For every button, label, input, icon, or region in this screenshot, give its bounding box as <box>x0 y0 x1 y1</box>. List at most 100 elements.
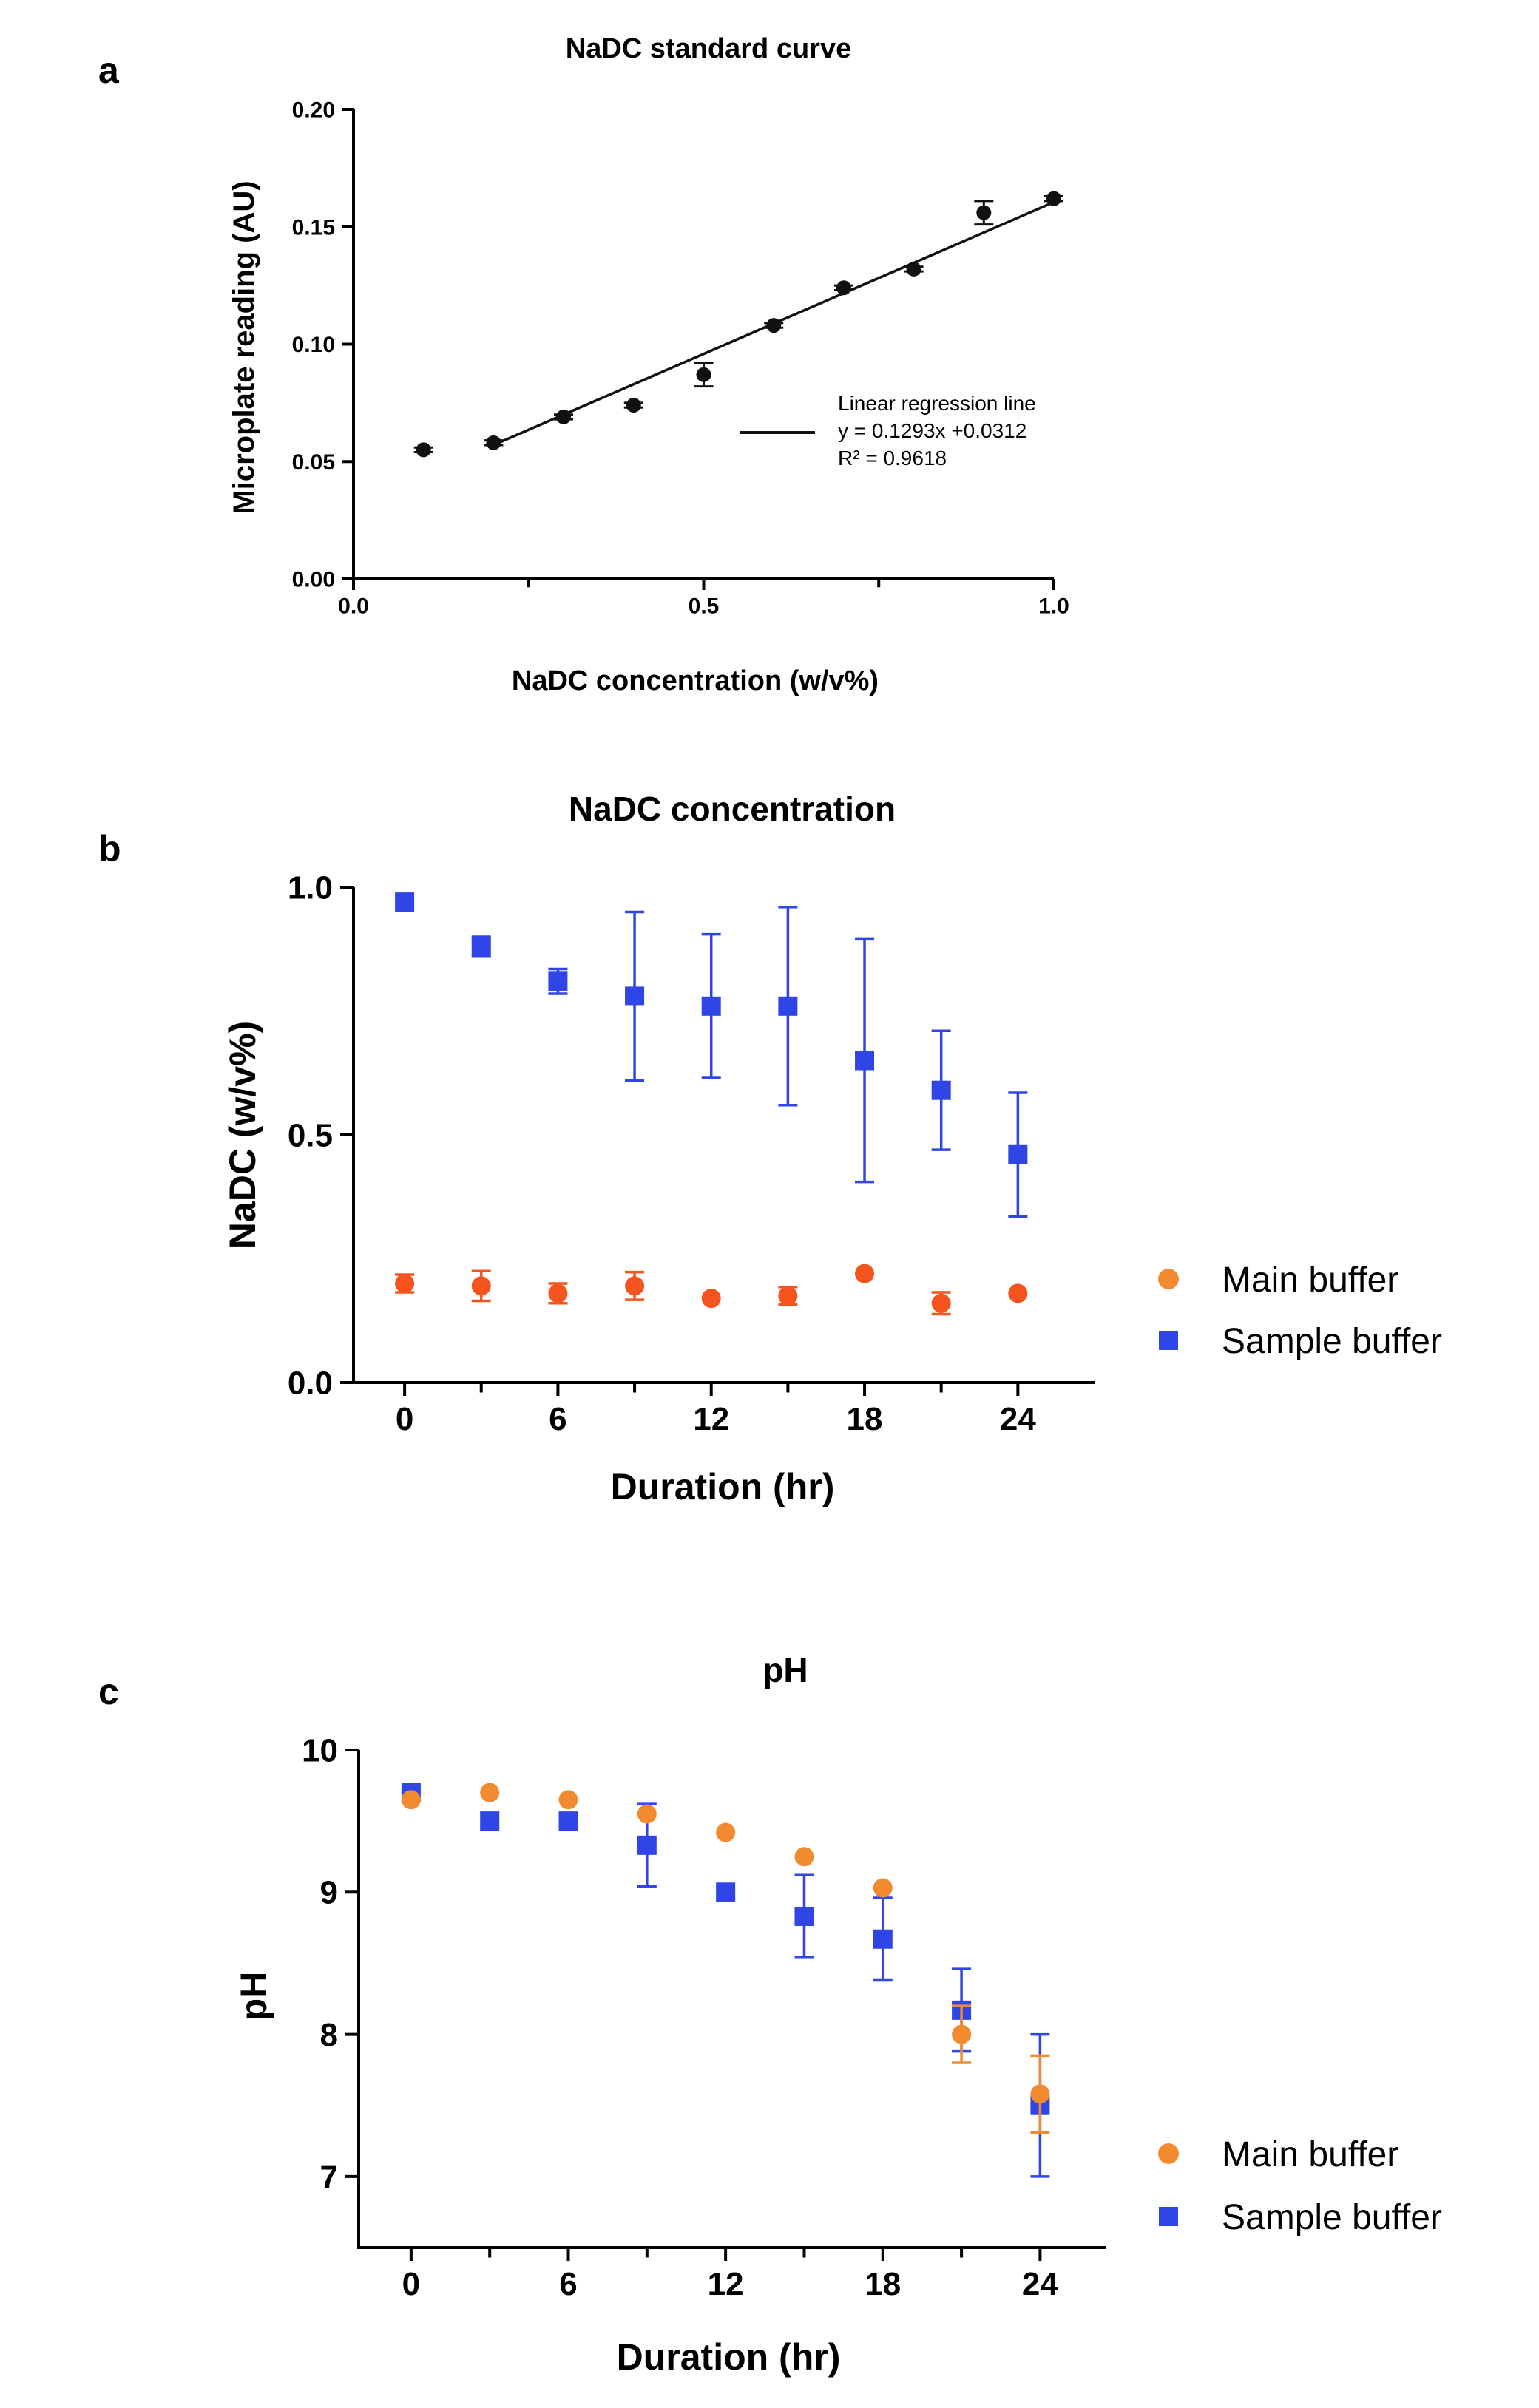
regression-equation: y = 0.1293x +0.0312 <box>838 419 1026 442</box>
chart-b-main-buffer-point <box>625 1276 645 1296</box>
chart-c-y-tick-label: 10 <box>302 1732 338 1768</box>
chart-c-main-buffer-point <box>480 1783 500 1802</box>
chart-c-y-tick-label: 9 <box>320 1875 338 1911</box>
chart-b-y-tick-label: 0.0 <box>288 1365 333 1401</box>
chart-a-series-point <box>416 442 431 458</box>
chart-b-sample-buffer-point <box>471 937 491 957</box>
chart-a-series-point <box>906 261 921 277</box>
chart-a-title: NaDC standard curve <box>566 33 851 64</box>
chart-b-x-tick-label: 12 <box>693 1401 729 1437</box>
chart-a-y-tick-label: 0.05 <box>292 450 335 475</box>
chart-b-main-buffer-point <box>931 1293 951 1313</box>
chart-b-sample-buffer-point <box>855 1051 875 1071</box>
chart-c-main-buffer-point <box>873 1878 893 1898</box>
chart-b-xlabel: Duration (hr) <box>611 1466 835 1507</box>
chart-b-sample-buffer-point <box>625 986 645 1006</box>
chart-b-main-buffer-point <box>701 1289 721 1309</box>
chart-b-sample-buffer-point <box>395 892 415 912</box>
chart-a-xlabel: NaDC concentration (w/v%) <box>512 665 879 696</box>
chart-b-sample-buffer-point <box>931 1080 951 1100</box>
legend-c-sample-buffer-marker <box>1159 2207 1178 2226</box>
panel-b: NaDC concentration NaDC (w/v%) Duration … <box>222 790 1442 1507</box>
chart-c-y-tick-label: 8 <box>320 2017 338 2053</box>
legend-b-main-buffer-marker <box>1158 1269 1179 1289</box>
chart-c-sample-buffer-point <box>480 1811 500 1831</box>
chart-a-series-point <box>696 367 711 382</box>
chart-b-x-tick-label: 24 <box>1000 1401 1036 1437</box>
chart-b-main-buffer-point <box>855 1264 875 1283</box>
legend-b-main-buffer-label: Main buffer <box>1222 1261 1398 1300</box>
chart-b-sample-buffer-point <box>548 971 568 991</box>
chart-c-y-tick-label: 7 <box>320 2159 338 2195</box>
legend-b-sample-buffer-label: Sample buffer <box>1222 1322 1442 1361</box>
chart-a-x-tick-label: 0.0 <box>338 594 369 619</box>
panel-label-c: c <box>98 1671 119 1712</box>
chart-a-series-point <box>486 435 501 450</box>
chart-b-sample-buffer-point <box>1008 1144 1028 1164</box>
chart-c-main-buffer-point <box>401 1790 421 1810</box>
legend-c-sample-buffer-label: Sample buffer <box>1222 2198 1442 2237</box>
chart-c-x-tick-label: 24 <box>1022 2266 1058 2302</box>
chart-c-x-tick-label: 18 <box>865 2266 901 2302</box>
chart-b-y-tick-label: 0.5 <box>288 1117 333 1153</box>
chart-b-main-buffer-point <box>548 1283 568 1303</box>
chart-b-main-buffer-point <box>778 1286 798 1306</box>
chart-b-axes: 0.0 0.5 1.0 0 6 12 18 24 <box>288 869 1095 1437</box>
chart-c-main-buffer-point <box>794 1847 814 1867</box>
chart-b-main-buffer-point <box>471 1276 491 1296</box>
regression-r2: R² = 0.9618 <box>838 447 947 469</box>
chart-c-x-tick-label: 0 <box>402 2266 420 2302</box>
chart-c-sample-buffer-point <box>637 1835 657 1855</box>
chart-a-y-tick-label: 0.20 <box>292 98 335 123</box>
chart-c-sample-buffer-point <box>558 1811 578 1831</box>
chart-c-main-buffer-point <box>952 2024 972 2044</box>
chart-c-sample-buffer-point <box>794 1906 814 1926</box>
chart-a-y-tick-label: 0.10 <box>292 333 335 357</box>
chart-b-ylabel: NaDC (w/v%) <box>222 1021 263 1249</box>
chart-b-title: NaDC concentration <box>569 790 896 828</box>
chart-c-axes: 7 8 9 10 0 6 12 18 24 <box>302 1732 1106 2302</box>
chart-c-main-buffer-point <box>1030 2084 1050 2104</box>
chart-c-main-buffer-point <box>637 1804 657 1824</box>
panel-c: pH pH Duration (hr) 7 8 9 10 0 6 12 18 24 Main b… <box>233 1651 1442 2378</box>
chart-c-main-buffer-point <box>558 1790 578 1810</box>
chart-a-y-tick-label: 0.00 <box>292 568 335 592</box>
chart-b-marks <box>395 892 1028 1316</box>
chart-a-series-point <box>556 409 572 424</box>
chart-a-series-point <box>626 398 641 413</box>
chart-c-x-tick-label: 6 <box>559 2266 577 2302</box>
panel-label-b: b <box>98 828 121 869</box>
legend-b-sample-buffer-marker <box>1159 1331 1178 1350</box>
chart-b-x-tick-label: 0 <box>396 1401 413 1437</box>
chart-a-ylabel: Microplate reading (AU) <box>228 180 260 514</box>
legend-c-main-buffer-label: Main buffer <box>1222 2135 1398 2174</box>
regression-label: Linear regression line <box>838 392 1036 415</box>
chart-a-x-tick-label: 1.0 <box>1038 594 1069 619</box>
chart-a-series-point <box>976 205 992 220</box>
chart-c-main-buffer-point <box>716 1822 736 1842</box>
chart-a-series-point <box>766 318 782 333</box>
legend-c-main-buffer-marker <box>1158 2143 1179 2164</box>
chart-a-series-point <box>1046 191 1061 206</box>
chart-b-x-tick-label: 6 <box>549 1401 566 1437</box>
chart-b-main-buffer-point <box>395 1274 415 1293</box>
chart-c-xlabel: Duration (hr) <box>617 2336 841 2378</box>
chart-c-ylabel: pH <box>233 1972 274 2021</box>
chart-a-x-tick-label: 0.5 <box>689 594 720 619</box>
chart-c-sample-buffer-point <box>716 1882 736 1902</box>
panel-a: NaDC standard curve Microplate reading (… <box>228 33 1069 696</box>
panel-label-a: a <box>98 50 120 91</box>
chart-c-x-tick-label: 12 <box>708 2266 744 2302</box>
chart-b-sample-buffer-point <box>778 996 798 1016</box>
chart-b-main-buffer-point <box>1008 1283 1028 1303</box>
chart-a-series-point <box>836 280 851 296</box>
chart-c-sample-buffer-point <box>873 1929 893 1949</box>
chart-c-title: pH <box>762 1651 808 1689</box>
chart-a-y-tick-label: 0.15 <box>292 215 335 240</box>
chart-c-marks <box>401 1783 1050 2178</box>
chart-b-sample-buffer-point <box>701 996 721 1016</box>
chart-b-x-tick-label: 18 <box>847 1401 883 1437</box>
chart-a-axes: 0.00 0.05 0.10 0.15 0.20 0.0 0.5 1.0 <box>292 98 1069 619</box>
chart-b-y-tick-label: 1.0 <box>288 869 333 906</box>
